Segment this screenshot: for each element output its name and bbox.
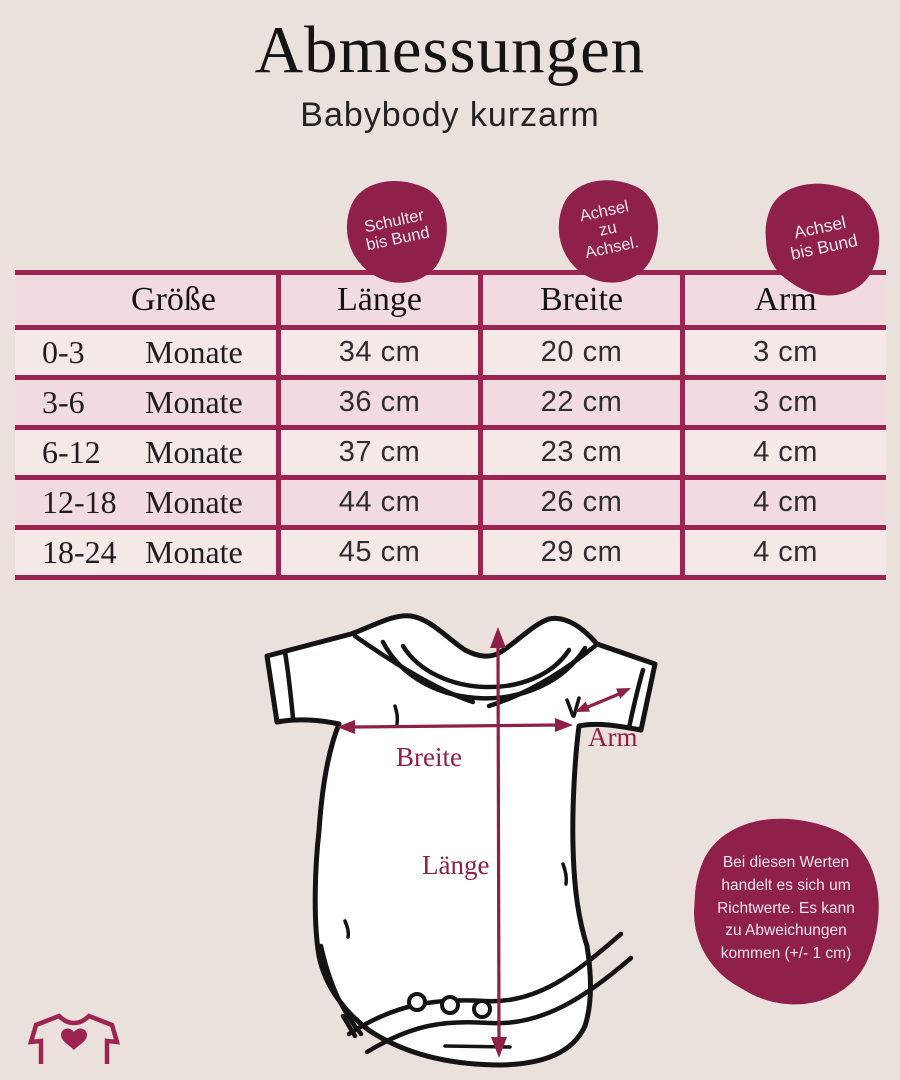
table-row: 3-6 Monate 36 cm 22 cm 3 cm [15, 375, 886, 425]
page-title: Abmessungen [254, 13, 646, 87]
size-cell: 3-6 Monate [15, 380, 276, 425]
size-range: 6-12 [42, 434, 101, 470]
label-arm: Arm [588, 722, 638, 752]
arm-cell: 4 cm [680, 480, 886, 525]
measure-arrows [337, 627, 631, 1058]
badge-label: Achsel zu Achsel. [576, 197, 640, 263]
note-line: Bei diesen Werten [722, 853, 850, 871]
size-range: 18-24 [42, 534, 117, 570]
note-line: Richtwerte. Es kann [717, 899, 855, 917]
size-unit: Monate [145, 434, 243, 470]
note-richtwerte: Bei diesen Werten handelt es sich um Ric… [694, 820, 878, 998]
badge-schulter-bis-bund: Schulter bis Bund [348, 183, 445, 278]
page-subtitle: Babybody kurzarm [300, 96, 600, 134]
note-line: handelt es sich um [721, 876, 851, 894]
laenge-cell: 45 cm [276, 530, 478, 575]
laenge-cell: 44 cm [276, 480, 478, 525]
laenge-cell: 36 cm [276, 380, 478, 425]
label-laenge: Länge [422, 850, 490, 880]
note-text: Bei diesen Werten handelt es sich um Ric… [717, 852, 855, 967]
table-row: 18-24 Monate 45 cm 29 cm 4 cm [15, 525, 886, 575]
size-table: Größe Länge Breite Arm 0-3 Monate 34 cm … [15, 270, 886, 580]
size-cell: 0-3 Monate [15, 330, 276, 375]
size-range: 12-18 [42, 484, 117, 520]
column-header-breite: Breite [478, 275, 680, 325]
breite-cell: 22 cm [478, 380, 680, 425]
column-header-laenge: Länge [276, 275, 478, 325]
size-range: 3-6 [42, 384, 85, 420]
badge-label: Achsel bis Bund [785, 212, 860, 264]
size-unit: Monate [145, 484, 243, 520]
arm-cell: 3 cm [680, 380, 886, 425]
size-unit: Monate [145, 334, 243, 370]
badge-achsel-zu-achsel: Achsel zu Achsel. [560, 182, 656, 278]
size-range: 0-3 [42, 334, 85, 370]
breite-cell: 26 cm [478, 480, 680, 525]
breite-cell: 23 cm [478, 430, 680, 475]
laenge-cell: 37 cm [276, 430, 478, 475]
label-breite: Breite [396, 742, 462, 772]
breite-cell: 20 cm [478, 330, 680, 375]
table-header-row: Größe Länge Breite Arm [15, 275, 886, 325]
size-cell: 6-12 Monate [15, 430, 276, 475]
table-row: 0-3 Monate 34 cm 20 cm 3 cm [15, 325, 886, 375]
size-cell: 12-18 Monate [15, 480, 276, 525]
breite-cell: 29 cm [478, 530, 680, 575]
arm-cell: 4 cm [680, 430, 886, 475]
table-row: 12-18 Monate 44 cm 26 cm 4 cm [15, 475, 886, 525]
column-header-groesse: Größe [131, 281, 216, 318]
badge-achsel-bis-bund: Achsel bis Bund [766, 186, 878, 290]
arm-cell: 4 cm [680, 530, 886, 575]
babybody-outline-diagram [264, 613, 658, 1068]
shirt-heart-logo-icon [28, 1013, 120, 1064]
size-unit: Monate [145, 384, 243, 420]
badge-label: Schulter bis Bund [361, 206, 432, 255]
laenge-cell: 34 cm [276, 330, 478, 375]
size-unit: Monate [145, 534, 243, 570]
note-line: zu Abweichungen [725, 922, 847, 940]
heart-icon [61, 1028, 87, 1050]
table-row: 6-12 Monate 37 cm 23 cm 4 cm [15, 425, 886, 475]
size-cell: 18-24 Monate [15, 530, 276, 575]
arm-cell: 3 cm [680, 330, 886, 375]
note-line: kommen (+/- 1 cm) [720, 945, 852, 963]
